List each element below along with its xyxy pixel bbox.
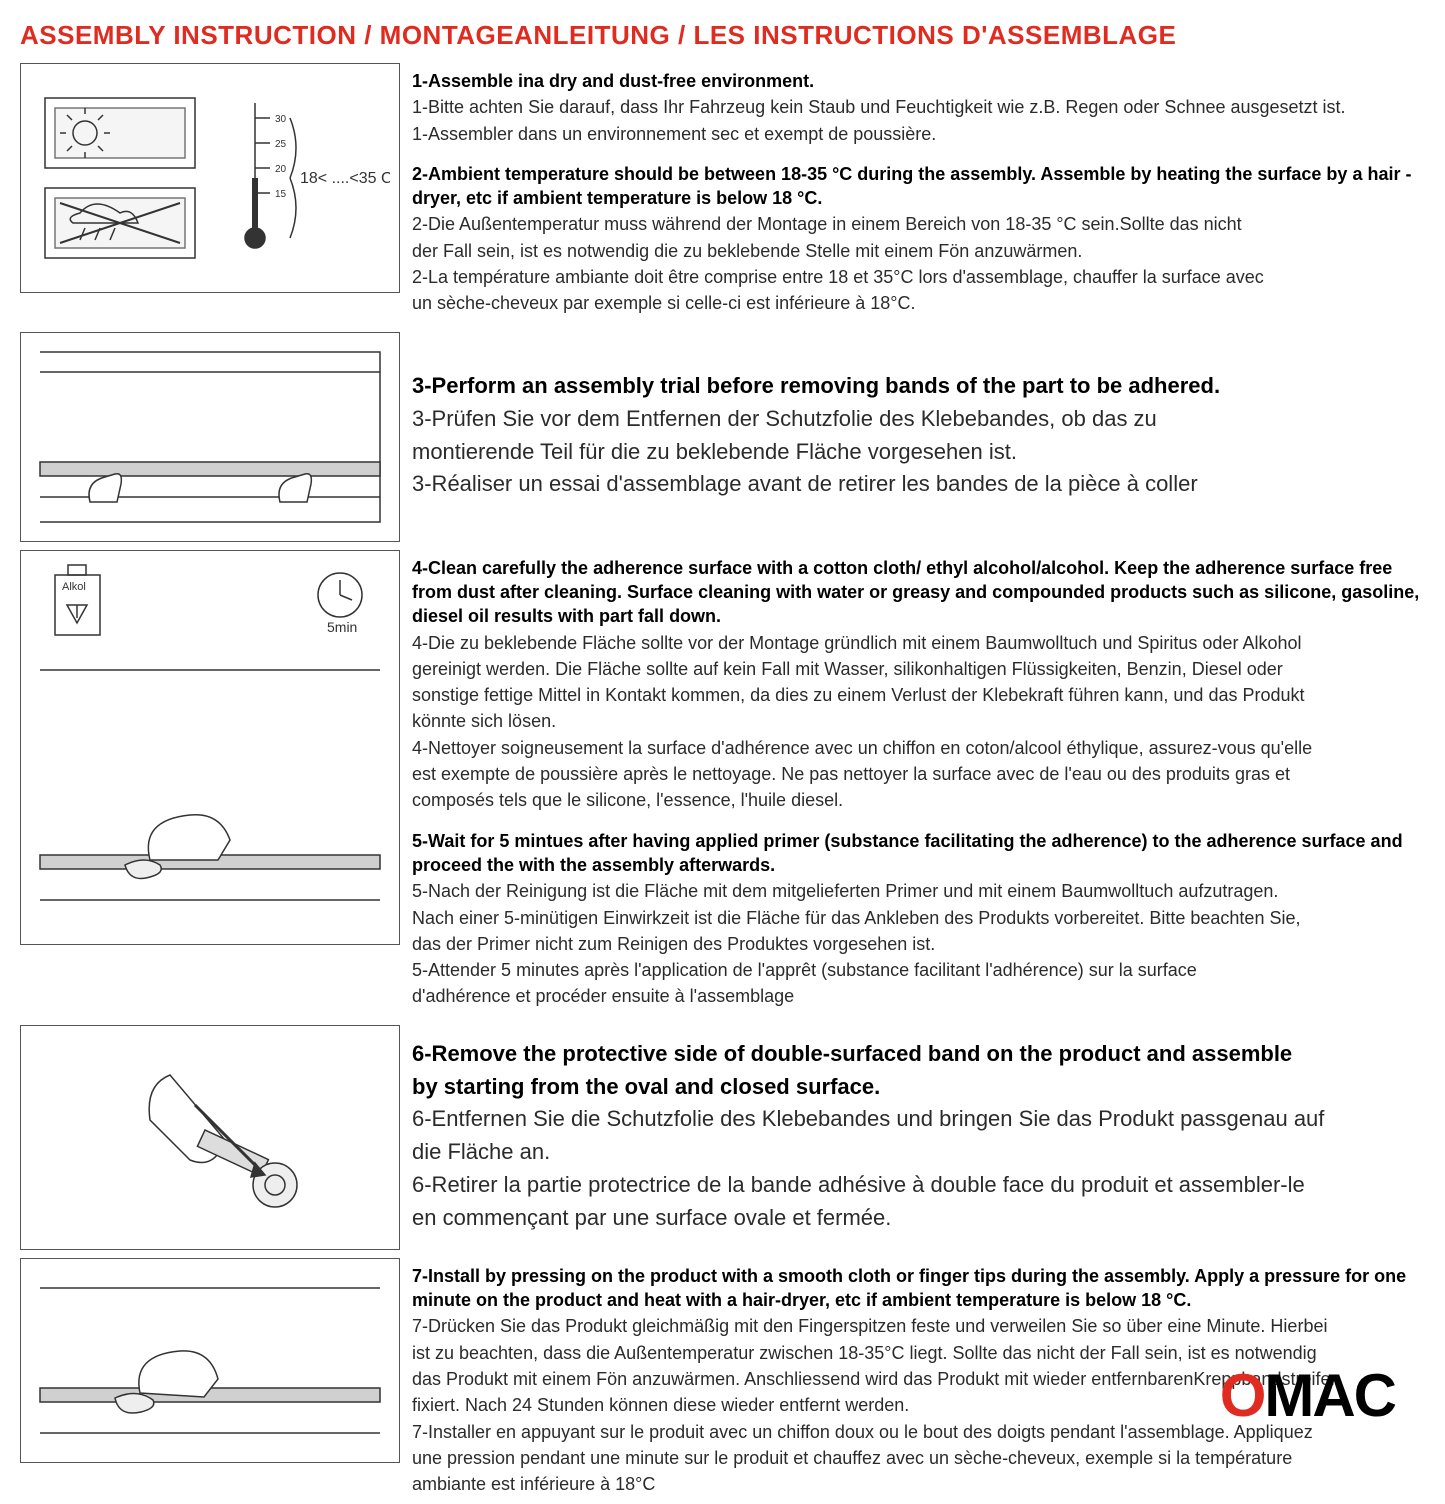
illus-press-install <box>20 1258 400 1463</box>
s6-de1: 6-Entfernen Sie die Schutzfolie des Kleb… <box>412 1104 1425 1135</box>
brand-logo: OMAC <box>1220 1361 1395 1430</box>
s2-de2: der Fall sein, ist es notwendig die zu b… <box>412 239 1425 263</box>
illus-clean-primer: Alkol 5min <box>20 550 400 945</box>
s2-fr1: 2-La température ambiante doit être comp… <box>412 265 1425 289</box>
temp-range-label: 18< ....<35 C <box>300 170 390 187</box>
s2-fr2: un sèche-cheveux par exemple si celle-ci… <box>412 291 1425 315</box>
svg-text:15: 15 <box>275 189 287 200</box>
s1-en: 1-Assemble ina dry and dust-free environ… <box>412 69 1425 93</box>
s4-fr1: 4-Nettoyer soigneusement la surface d'ad… <box>412 736 1425 760</box>
row-step4-5: Alkol 5min 4-Clean carefully the adheren… <box>20 550 1425 1017</box>
s2-en: 2-Ambient temperature should be between … <box>412 162 1425 211</box>
illus-trial-fit <box>20 332 400 542</box>
s4-en: 4-Clean carefully the adherence surface … <box>412 556 1425 629</box>
s4-fr2: est exempte de poussière après le nettoy… <box>412 762 1425 786</box>
s6-en1: 6-Remove the protective side of double-s… <box>412 1039 1425 1070</box>
row-step3: 3-Perform an assembly trial before remov… <box>20 332 1425 542</box>
s7-fr2: une pression pendant une minute sur le p… <box>412 1446 1425 1470</box>
s4-de1: 4-Die zu beklebende Fläche sollte vor de… <box>412 631 1425 655</box>
s5-de2: Nach einer 5-minütigen Einwirkzeit ist d… <box>412 906 1425 930</box>
s7-de1: 7-Drücken Sie das Produkt gleichmäßig mi… <box>412 1314 1425 1338</box>
s5-de3: das der Primer nicht zum Reinigen des Pr… <box>412 932 1425 956</box>
page-title: ASSEMBLY INSTRUCTION / MONTAGEANLEITUNG … <box>20 20 1425 51</box>
s4-fr3: composés tels que le silicone, l'essence… <box>412 788 1425 812</box>
row-step6: 6-Remove the protective side of double-s… <box>20 1025 1425 1250</box>
s4-de2: gereinigt werden. Die Fläche sollte auf … <box>412 657 1425 681</box>
illus-environment-temp: 30 25 20 15 18< ....<35 C <box>20 63 400 293</box>
s6-de2: die Fläche an. <box>412 1137 1425 1168</box>
svg-text:30: 30 <box>275 114 287 125</box>
row-step7: 7-Install by pressing on the product wit… <box>20 1258 1425 1504</box>
illus-remove-tape <box>20 1025 400 1250</box>
s3-en: 3-Perform an assembly trial before remov… <box>412 371 1425 402</box>
s5-en: 5-Wait for 5 mintues after having applie… <box>412 829 1425 878</box>
s1-de: 1-Bitte achten Sie darauf, dass Ihr Fahr… <box>412 95 1425 119</box>
s5-fr1: 5-Attender 5 minutes après l'application… <box>412 958 1425 982</box>
text-step1-2: 1-Assemble ina dry and dust-free environ… <box>412 63 1425 324</box>
s7-fr3: ambiante est inférieure à 18°C <box>412 1472 1425 1496</box>
s7-en: 7-Install by pressing on the product wit… <box>412 1264 1425 1313</box>
text-step6: 6-Remove the protective side of double-s… <box>412 1025 1425 1250</box>
svg-text:5min: 5min <box>327 619 357 635</box>
s6-en2: by starting from the oval and closed sur… <box>412 1072 1425 1103</box>
svg-text:Alkol: Alkol <box>62 581 86 593</box>
s6-fr1: 6-Retirer la partie protectrice de la ba… <box>412 1170 1425 1201</box>
s5-fr2: d'adhérence et procéder ensuite à l'asse… <box>412 984 1425 1008</box>
s4-de4: könnte sich lösen. <box>412 709 1425 733</box>
s5-de1: 5-Nach der Reinigung ist die Fläche mit … <box>412 879 1425 903</box>
text-step3: 3-Perform an assembly trial before remov… <box>412 332 1425 542</box>
s3-de2: montierende Teil für die zu beklebende F… <box>412 437 1425 468</box>
text-step4-5: 4-Clean carefully the adherence surface … <box>412 550 1425 1017</box>
s3-de1: 3-Prüfen Sie vor dem Entfernen der Schut… <box>412 404 1425 435</box>
s4-de3: sonstige fettige Mittel in Kontakt komme… <box>412 683 1425 707</box>
s6-fr2: en commençant par une surface ovale et f… <box>412 1203 1425 1234</box>
s1-fr: 1-Assembler dans un environnement sec et… <box>412 122 1425 146</box>
svg-text:20: 20 <box>275 164 287 175</box>
s2-de1: 2-Die Außentemperatur muss während der M… <box>412 212 1425 236</box>
row-step1-2: 30 25 20 15 18< ....<35 C 1-Assemble ina… <box>20 63 1425 324</box>
s3-fr: 3-Réaliser un essai d'assemblage avant d… <box>412 469 1425 500</box>
svg-text:25: 25 <box>275 139 287 150</box>
